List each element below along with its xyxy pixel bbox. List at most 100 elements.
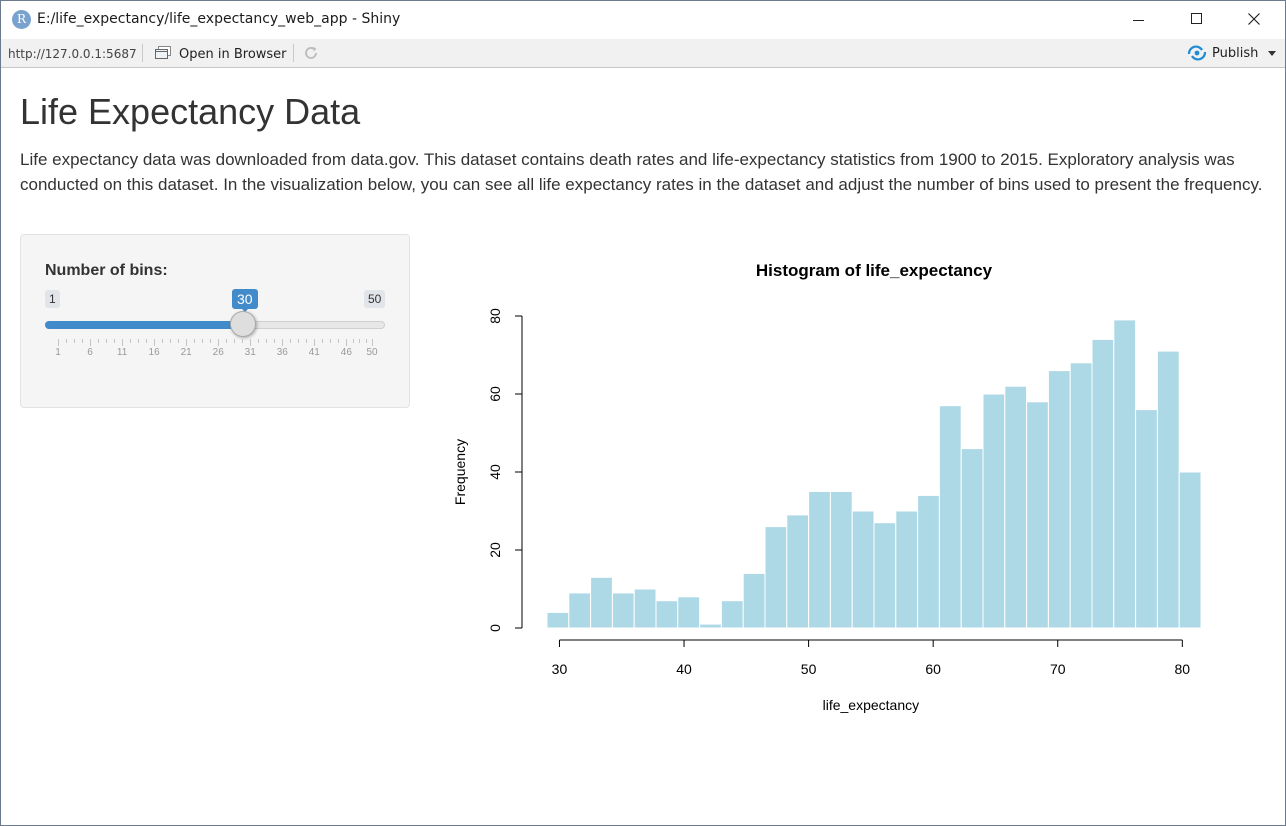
slider-grid-minor-tick <box>202 339 204 343</box>
slider-handle[interactable] <box>230 311 256 337</box>
slider-grid-tick <box>372 339 373 346</box>
slider-grid-tick <box>90 339 92 346</box>
histogram-bar <box>590 576 613 629</box>
histogram-bar <box>851 510 875 629</box>
x-tick-label: 70 <box>1050 661 1066 677</box>
histogram-bar <box>677 596 701 629</box>
histogram-bar <box>764 526 788 629</box>
slider-grid-minor-tick <box>130 339 132 343</box>
slider-grid-minor-tick <box>258 339 260 343</box>
publish-label: Publish <box>1212 46 1259 61</box>
maximize-button[interactable] <box>1167 1 1225 38</box>
slider-grid-tick <box>218 339 220 346</box>
refresh-button[interactable] <box>302 44 320 62</box>
publish-button[interactable]: Publish <box>1183 43 1281 63</box>
slider-grid-minor-tick <box>266 339 268 343</box>
slider-grid-minor-tick <box>352 339 354 343</box>
histogram-bar <box>786 514 810 629</box>
histogram-bar <box>917 494 940 629</box>
publish-icon <box>1187 45 1207 61</box>
histogram-bar <box>611 592 635 629</box>
slider-grid-minor-tick <box>178 339 180 343</box>
slider-grid-label: 26 <box>212 347 224 358</box>
close-button[interactable] <box>1225 1 1283 38</box>
slider-grid-minor-tick <box>306 339 308 343</box>
url-display: http://127.0.0.1:5687 <box>8 47 137 61</box>
histogram-bar <box>829 491 853 629</box>
histogram-bar <box>546 611 570 629</box>
slider-grid-minor-tick <box>274 339 276 343</box>
histogram-bar <box>1004 385 1028 629</box>
slider-grid-minor-tick <box>242 339 244 343</box>
histogram-bar <box>1091 338 1115 629</box>
browser-window-icon <box>155 46 171 59</box>
slider-grid-minor-tick <box>114 339 116 343</box>
slider-grid-tick <box>346 339 348 346</box>
x-tick-label: 80 <box>1175 661 1191 677</box>
minimize-button[interactable] <box>1109 1 1167 38</box>
y-axis-title: Frequency <box>452 439 468 505</box>
chevron-down-icon[interactable] <box>1268 51 1276 56</box>
histogram-bar <box>873 522 897 629</box>
slider-grid-label: 16 <box>148 347 160 358</box>
slider-grid-tick <box>58 339 59 346</box>
x-tick-label: 50 <box>801 661 817 677</box>
histogram-bar <box>655 600 679 629</box>
histogram-bar <box>938 405 962 629</box>
slider-grid-minor-tick <box>162 339 164 343</box>
slider-grid-tick <box>282 339 284 346</box>
y-tick-label: 40 <box>487 464 503 480</box>
histogram-plot: Histogram of life_expectancy 30 40 50 60 70 80… <box>452 261 1202 713</box>
x-tick-label: 60 <box>925 661 941 677</box>
slider-grid-label: 1 <box>55 347 61 358</box>
slider-grid-minor-tick <box>210 339 212 343</box>
slider-grid-minor-tick <box>226 339 228 343</box>
slider-grid-minor-tick <box>194 339 196 343</box>
histogram-bar <box>808 491 831 629</box>
open-in-browser-button[interactable]: Open in Browser <box>151 43 287 63</box>
slider-value-label: 30 <box>232 289 258 312</box>
r-logo-icon: R <box>12 10 31 29</box>
histogram-bar <box>1047 370 1071 629</box>
slider-grid-minor-tick <box>66 339 67 343</box>
slider-grid-minor-tick <box>322 339 324 343</box>
y-tick-label: 60 <box>487 386 503 402</box>
slider-grid-minor-tick <box>82 339 84 343</box>
page-description: Life expectancy data was downloaded from… <box>20 150 1263 194</box>
histogram-bar <box>982 393 1006 629</box>
y-tick-label: 20 <box>487 542 503 558</box>
histogram-bar <box>1156 350 1180 629</box>
histogram-bar <box>720 600 744 629</box>
x-tick-label: 30 <box>552 661 568 677</box>
histogram-bar <box>1178 471 1202 629</box>
histogram-bar <box>1069 362 1093 629</box>
histogram-bar <box>895 510 919 629</box>
slider-grid-label: 6 <box>87 347 93 358</box>
slider-grid: 1 6 11 16 21 26 31 36 41 46 50 <box>45 339 385 363</box>
slider-grid-minor-tick <box>146 339 148 343</box>
slider-grid-minor-tick <box>74 339 76 343</box>
slider-grid-minor-tick <box>359 339 361 343</box>
slider-grid-minor-tick <box>170 339 172 343</box>
close-icon <box>1248 13 1260 25</box>
histogram-bar <box>1113 319 1137 629</box>
toolbar-divider <box>293 44 294 62</box>
histogram-bar <box>1026 401 1049 629</box>
window-title: E:/life_expectancy/life_expectancy_web_a… <box>37 11 401 27</box>
open-in-browser-label: Open in Browser <box>179 47 287 62</box>
slider-grid-label: 41 <box>308 347 320 358</box>
slider-grid-tick <box>314 339 316 346</box>
slider-grid-minor-tick <box>330 339 332 343</box>
viewer-toolbar: http://127.0.0.1:5687 Open in Browser Pu… <box>1 39 1285 68</box>
histogram-bar <box>1135 409 1158 629</box>
slider-grid-minor-tick <box>298 339 300 343</box>
slider-grid-label: 21 <box>180 347 192 358</box>
slider-grid-minor-tick <box>138 339 140 343</box>
chart-title: Histogram of life_expectancy <box>756 261 993 280</box>
window-titlebar: R E:/life_expectancy/life_expectancy_web… <box>1 1 1285 38</box>
slider-grid-minor-tick <box>98 339 100 343</box>
slider-grid-tick <box>154 339 156 346</box>
histogram-bar <box>568 592 592 629</box>
slider-grid-tick <box>122 339 124 346</box>
maximize-icon <box>1191 13 1202 24</box>
